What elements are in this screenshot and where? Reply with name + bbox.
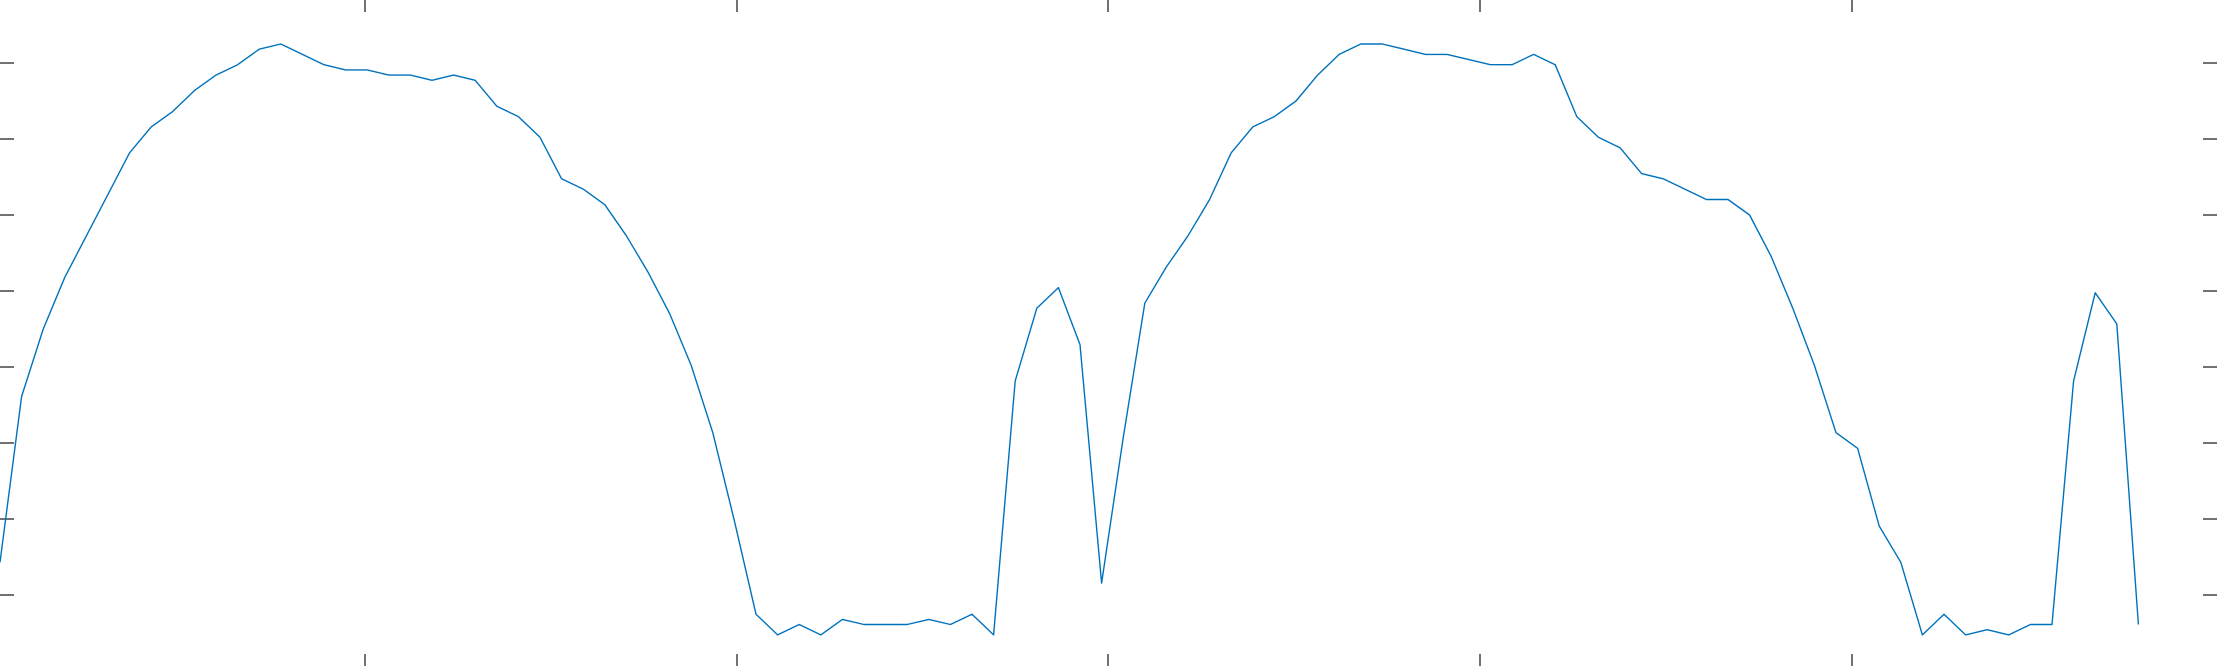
series-line xyxy=(0,43,2140,636)
y-axis-left-ticks xyxy=(0,62,14,596)
x-axis-bottom-ticks xyxy=(364,654,1853,666)
y-axis-right-ticks xyxy=(2203,62,2217,596)
x-axis-top-ticks xyxy=(364,0,1853,12)
